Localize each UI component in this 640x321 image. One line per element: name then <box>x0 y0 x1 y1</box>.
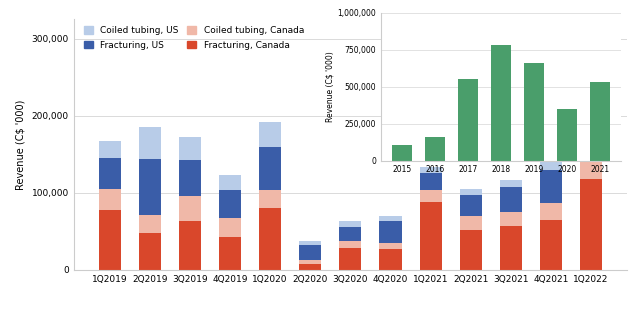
Bar <box>460 189 482 195</box>
Bar <box>420 190 442 202</box>
Bar <box>99 210 121 270</box>
Bar <box>300 241 321 245</box>
Bar <box>139 160 161 215</box>
Bar <box>491 45 511 160</box>
Legend: Coiled tubing, US, Fracturing, US, Coiled tubing, Canada, Fracturing, Canada: Coiled tubing, US, Fracturing, US, Coile… <box>84 26 304 50</box>
Bar <box>99 189 121 210</box>
Bar <box>259 123 281 147</box>
Bar <box>259 208 281 270</box>
Bar <box>179 160 201 196</box>
Y-axis label: Revenue (C$ '000): Revenue (C$ '000) <box>16 99 26 190</box>
Bar <box>392 145 412 160</box>
Bar <box>580 179 602 270</box>
Bar <box>500 212 522 226</box>
Bar <box>219 190 241 218</box>
Bar <box>580 100 602 117</box>
Bar <box>300 245 321 260</box>
Bar <box>339 248 362 270</box>
Bar <box>540 161 562 170</box>
Bar <box>179 196 201 221</box>
Bar <box>300 260 321 264</box>
Bar <box>420 202 442 270</box>
Bar <box>179 137 201 160</box>
Bar <box>460 230 482 270</box>
Bar <box>580 152 602 179</box>
Bar <box>259 147 281 189</box>
Bar <box>380 221 401 243</box>
Bar <box>339 221 362 227</box>
Bar <box>380 243 401 249</box>
Bar <box>339 241 362 248</box>
Bar <box>339 227 362 241</box>
Bar <box>425 137 445 160</box>
Bar <box>259 189 281 208</box>
Bar <box>540 203 562 220</box>
Bar <box>139 215 161 233</box>
Bar <box>500 226 522 270</box>
Y-axis label: Revenue (C$ '000): Revenue (C$ '000) <box>325 51 335 122</box>
Bar <box>380 249 401 270</box>
Bar <box>139 127 161 160</box>
Bar <box>540 170 562 203</box>
Bar <box>219 237 241 270</box>
Bar <box>524 63 544 160</box>
Bar <box>420 173 442 190</box>
Bar <box>300 264 321 270</box>
Bar <box>99 158 121 189</box>
Bar <box>458 79 477 160</box>
Bar <box>500 179 522 187</box>
Bar <box>219 175 241 190</box>
Bar <box>540 220 562 270</box>
Bar <box>580 117 602 152</box>
Bar <box>420 167 442 173</box>
Bar <box>139 233 161 270</box>
Bar <box>219 218 241 237</box>
Bar <box>500 187 522 212</box>
Bar <box>590 82 610 160</box>
Bar <box>460 195 482 216</box>
Bar <box>460 216 482 230</box>
Bar <box>179 221 201 270</box>
Bar <box>380 216 401 221</box>
Bar <box>557 109 577 160</box>
Bar <box>99 141 121 158</box>
